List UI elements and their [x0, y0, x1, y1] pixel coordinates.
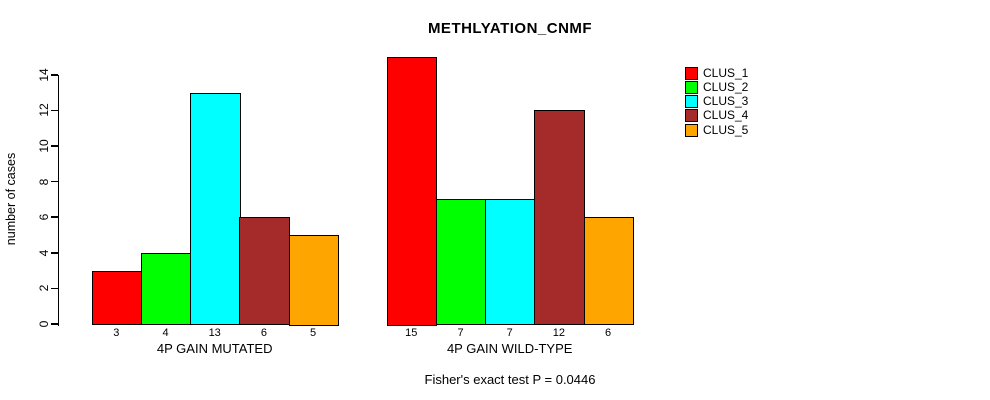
- legend-swatch-clus_1: [685, 66, 698, 80]
- legend-item: CLUS_3: [685, 94, 749, 109]
- bar-value-label: 6: [605, 327, 612, 339]
- legend-item: CLUS_2: [685, 79, 749, 94]
- bar-clus_5: [288, 235, 340, 326]
- y-axis-tick: [50, 180, 58, 183]
- y-axis-tick-label: 8: [37, 178, 51, 185]
- bar-clus_4: [534, 110, 585, 326]
- y-axis-tick-label: 4: [37, 249, 51, 257]
- y-axis-tick: [50, 109, 58, 112]
- y-axis-tick-label: 14: [37, 68, 51, 82]
- y-axis-tick: [50, 323, 58, 325]
- bar-clus_2: [435, 199, 487, 326]
- bar-clus_3: [485, 199, 536, 326]
- legend-item: CLUS_4: [685, 108, 749, 123]
- bar-value-label: 6: [260, 327, 267, 339]
- y-axis-tick: [50, 252, 58, 254]
- y-axis-line: [57, 75, 59, 326]
- legend-label: CLUS_2: [703, 79, 749, 94]
- legend-swatch-clus_3: [685, 95, 698, 109]
- y-axis-tick-label: 2: [37, 285, 51, 292]
- bar-clus_3: [190, 92, 241, 326]
- bar-clus_1: [91, 270, 143, 326]
- group-label: 4P GAIN MUTATED: [156, 341, 273, 356]
- y-axis-tick-label: 0: [37, 320, 51, 328]
- bar-value-label: 12: [552, 327, 566, 339]
- fisher-test-annotation: Fisher's exact test P = 0.0446: [424, 372, 596, 387]
- y-axis-label: number of cases: [4, 152, 18, 246]
- y-axis-tick: [50, 145, 58, 147]
- legend-label: CLUS_5: [703, 122, 749, 137]
- bar-value-label: 7: [457, 327, 464, 339]
- bar-value-label: 7: [506, 327, 513, 339]
- y-axis-tick-label: 6: [37, 213, 51, 221]
- bar-value-label: 4: [162, 327, 169, 339]
- bar-value-label: 5: [310, 327, 317, 339]
- group-label: 4P GAIN WILD-TYPE: [446, 341, 573, 356]
- legend-item: CLUS_5: [685, 122, 749, 137]
- y-axis-tick: [50, 287, 58, 290]
- bar-clus_5: [583, 217, 635, 326]
- y-axis-tick: [50, 74, 58, 76]
- legend-item: CLUS_1: [685, 65, 749, 80]
- chart-title: METHLYATION_CNMF: [427, 20, 593, 37]
- bar-clus_4: [239, 217, 290, 326]
- y-axis-tick: [50, 216, 58, 218]
- legend-swatch-clus_4: [685, 109, 698, 123]
- legend-label: CLUS_4: [703, 108, 749, 123]
- legend-label: CLUS_1: [703, 65, 749, 80]
- legend-swatch-clus_5: [685, 123, 698, 137]
- bar-value-label: 3: [113, 327, 120, 339]
- legend-label: CLUS_3: [703, 94, 749, 109]
- y-axis-tick-label: 10: [37, 139, 51, 153]
- y-axis-tick-label: 12: [37, 103, 51, 118]
- bar-clus_1: [386, 57, 438, 326]
- bar-clus_2: [140, 252, 192, 326]
- bar-value-label: 15: [405, 327, 418, 339]
- legend-swatch-clus_2: [685, 80, 698, 94]
- bar-value-label: 13: [208, 327, 221, 339]
